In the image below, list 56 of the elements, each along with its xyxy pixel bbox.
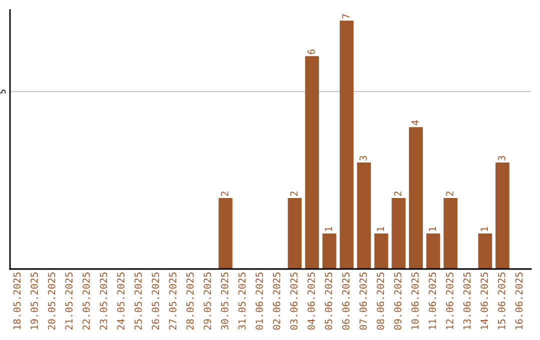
bar: [218, 198, 232, 269]
x-tick-label: 10.06.2025: [411, 272, 419, 330]
x-tick-label: 08.06.2025: [376, 272, 384, 330]
bar: [478, 234, 492, 269]
x-tick-label: 21.05.2025: [65, 272, 73, 330]
x-tick-label: 28.05.2025: [186, 272, 194, 330]
data-label: 6: [308, 50, 315, 54]
bar: [444, 198, 458, 269]
x-tick-label: 11.06.2025: [428, 272, 436, 330]
x-tick-label: 01.06.2025: [256, 272, 263, 330]
bar: [496, 162, 510, 269]
data-label: 2: [290, 192, 298, 196]
bar: [305, 56, 319, 269]
bar: [340, 20, 354, 269]
data-label: 2: [220, 192, 228, 196]
x-tick-label: 07.06.2025: [359, 272, 367, 330]
x-tick-label: 14.06.2025: [480, 272, 488, 330]
x-tick-label: 22.05.2025: [82, 272, 90, 330]
bar: [322, 234, 336, 269]
x-tick-label: 15.06.2025: [498, 272, 506, 330]
data-label: 3: [498, 156, 506, 161]
x-tick-label: 18.05.2025: [13, 272, 21, 330]
bar: [426, 234, 440, 269]
x-tick-label: 16.06.2025: [515, 272, 523, 330]
data-label: 7: [342, 14, 350, 19]
x-tick-label: 06.06.2025: [342, 272, 350, 330]
x-tick-label: 12.06.2025: [446, 272, 454, 330]
x-tick-label: 05.06.2025: [324, 272, 332, 330]
x-tick-label: 19.05.2025: [30, 272, 38, 330]
bar: [374, 234, 388, 269]
x-tick-label: 27.05.2025: [169, 272, 176, 330]
data-label: 4: [412, 120, 419, 126]
x-tick-label: 03.06.2025: [290, 272, 298, 330]
bar: [408, 127, 423, 269]
x-tick-label: 26.05.2025: [152, 272, 160, 330]
x-tick-label: 23.05.2025: [100, 272, 108, 330]
data-label: 1: [480, 226, 488, 231]
x-tick-label: 09.06.2025: [394, 272, 402, 330]
x-tick-label: 20.05.2025: [48, 272, 56, 330]
bar: [392, 198, 406, 269]
data-label: 2: [446, 192, 454, 196]
data-label: 1: [324, 226, 332, 231]
x-tick-label: 30.05.2025: [220, 272, 228, 330]
x-tick-label: 13.06.2025: [463, 272, 471, 330]
x-tick-label: 25.05.2025: [134, 272, 142, 330]
x-tick-label: 24.05.2025: [117, 272, 124, 330]
x-tick-label: 02.06.2025: [272, 272, 280, 330]
bar: [357, 162, 371, 269]
x-tick-label: 29.05.2025: [204, 272, 212, 330]
data-label: 3: [359, 156, 367, 161]
x-tick-label: 04.06.2025: [308, 272, 315, 330]
data-label: 2: [394, 192, 402, 196]
data-label: 1: [428, 226, 436, 231]
x-tick-label: 31.05.2025: [238, 272, 246, 330]
bar: [288, 198, 302, 269]
data-label: 1: [376, 226, 384, 231]
